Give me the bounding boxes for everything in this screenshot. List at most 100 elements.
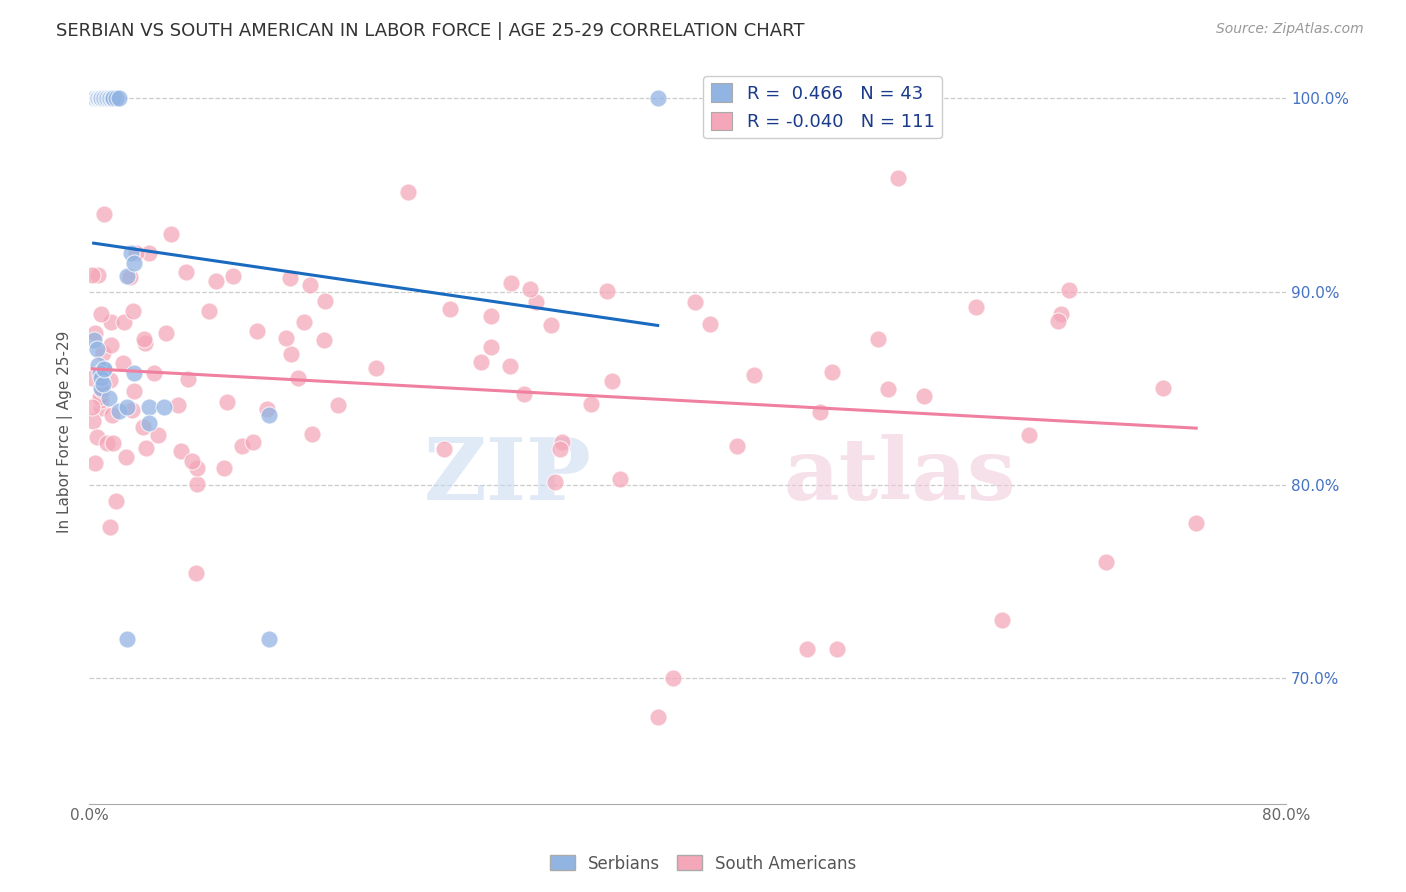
South Americans (808, 405, 831, 419)
South Americans (143, 366, 166, 380)
South Americans (114, 450, 136, 465)
South Americans (1152, 381, 1174, 395)
South Americans (155, 326, 177, 340)
Serbians (91, 377, 114, 392)
Serbians (98, 91, 121, 105)
South Americans (301, 426, 323, 441)
South Americans (100, 338, 122, 352)
Serbians (257, 632, 280, 647)
South Americans (912, 389, 935, 403)
South Americans (298, 278, 321, 293)
South Americans (176, 265, 198, 279)
South Americans (181, 454, 204, 468)
South Americans (699, 317, 721, 331)
South Americans (544, 475, 567, 489)
Serbians (93, 361, 115, 376)
South Americans (146, 428, 169, 442)
South Americans (965, 300, 987, 314)
South Americans (98, 520, 121, 534)
Serbians (108, 404, 131, 418)
South Americans (292, 315, 315, 329)
Serbians (97, 391, 120, 405)
South Americans (796, 642, 818, 657)
South Americans (135, 441, 157, 455)
South Americans (1046, 314, 1069, 328)
Serbians (647, 91, 669, 105)
South Americans (96, 436, 118, 450)
Serbians (122, 255, 145, 269)
Serbians (87, 358, 110, 372)
Serbians (91, 91, 114, 105)
Serbians (89, 91, 111, 105)
Serbians (90, 91, 112, 105)
South Americans (242, 435, 264, 450)
Serbians (96, 91, 118, 105)
South Americans (246, 324, 269, 338)
South Americans (122, 303, 145, 318)
South Americans (499, 359, 522, 373)
South Americans (312, 333, 335, 347)
South Americans (314, 294, 336, 309)
South Americans (821, 365, 844, 379)
South Americans (132, 332, 155, 346)
South Americans (886, 170, 908, 185)
Serbians (115, 401, 138, 415)
South Americans (256, 402, 278, 417)
South Americans (167, 398, 190, 412)
South Americans (98, 373, 121, 387)
South Americans (184, 566, 207, 581)
South Americans (87, 268, 110, 283)
Serbians (105, 91, 128, 105)
South Americans (1057, 283, 1080, 297)
South Americans (93, 346, 115, 360)
South Americans (1185, 516, 1208, 531)
South Americans (222, 269, 245, 284)
South Americans (364, 360, 387, 375)
South Americans (274, 331, 297, 345)
South Americans (513, 386, 536, 401)
South Americans (328, 398, 350, 412)
South Americans (101, 436, 124, 450)
Serbians (90, 371, 112, 385)
South Americans (90, 392, 112, 407)
South Americans (396, 185, 419, 199)
South Americans (725, 440, 748, 454)
Serbians (83, 333, 105, 347)
South Americans (647, 709, 669, 723)
South Americans (877, 382, 900, 396)
South Americans (186, 460, 208, 475)
Serbians (120, 245, 142, 260)
South Americans (93, 207, 115, 221)
Text: atlas: atlas (783, 434, 1015, 518)
South Americans (685, 294, 707, 309)
Serbians (100, 91, 122, 105)
South Americans (91, 364, 114, 378)
South Americans (90, 307, 112, 321)
South Americans (524, 294, 547, 309)
South Americans (287, 371, 309, 385)
South Americans (82, 371, 104, 385)
Serbians (84, 91, 107, 105)
South Americans (91, 384, 114, 398)
Serbians (101, 91, 124, 105)
South Americans (198, 303, 221, 318)
Serbians (94, 91, 117, 105)
Serbians (86, 343, 108, 357)
South Americans (519, 282, 541, 296)
Text: SERBIAN VS SOUTH AMERICAN IN LABOR FORCE | AGE 25-29 CORRELATION CHART: SERBIAN VS SOUTH AMERICAN IN LABOR FORCE… (56, 22, 804, 40)
Serbians (115, 268, 138, 283)
South Americans (579, 396, 602, 410)
South Americans (82, 268, 104, 283)
Legend: R =  0.466   N = 43, R = -0.040   N = 111: R = 0.466 N = 43, R = -0.040 N = 111 (703, 76, 942, 138)
South Americans (1018, 428, 1040, 442)
South Americans (205, 274, 228, 288)
Serbians (97, 91, 120, 105)
South Americans (742, 368, 765, 383)
South Americans (100, 315, 122, 329)
South Americans (100, 408, 122, 422)
South Americans (433, 442, 456, 456)
South Americans (217, 395, 239, 409)
South Americans (111, 356, 134, 370)
South Americans (212, 461, 235, 475)
South Americans (134, 336, 156, 351)
